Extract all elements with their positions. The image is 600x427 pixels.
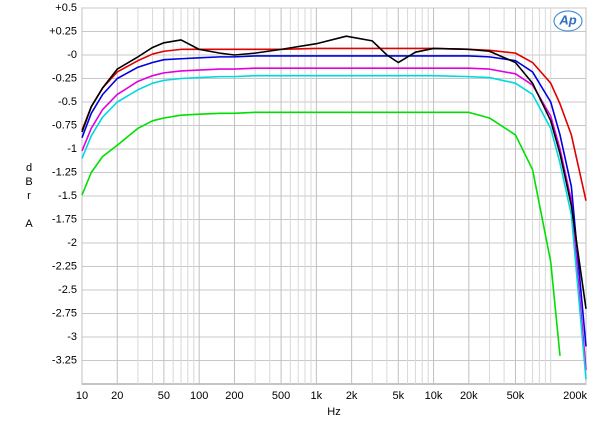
x-tick-label: 1k <box>311 390 323 402</box>
series-line <box>81 47 587 201</box>
y-tick-label: -2.25 <box>52 260 77 272</box>
grid <box>81 7 587 384</box>
x-tick-label: 20 <box>111 390 123 402</box>
y-tick-label: -1.25 <box>52 166 77 178</box>
y-tick-label: -3 <box>67 331 77 343</box>
y-tick-label: -2.5 <box>58 284 77 296</box>
x-tick-label: 10k <box>425 390 443 402</box>
y-axis-label: dBr A <box>23 162 35 232</box>
y-tick-label: -1 <box>67 143 77 155</box>
x-tick-label: 100 <box>190 390 208 402</box>
x-tick-label: 10 <box>76 390 88 402</box>
y-tick-label: -0.5 <box>58 96 77 108</box>
x-tick-label: 20k <box>460 390 478 402</box>
y-tick-label: +0.25 <box>49 25 77 37</box>
series-line <box>81 35 587 309</box>
series-line <box>81 74 587 380</box>
series-line <box>81 111 561 356</box>
x-tick-label: 50 <box>158 390 170 402</box>
series-line <box>81 55 587 347</box>
x-axis-label: Hz <box>327 406 340 418</box>
curves <box>81 35 587 380</box>
y-tick-label: -2 <box>67 237 77 249</box>
logo: Ap <box>558 12 576 27</box>
y-tick-label: -1.75 <box>52 213 77 225</box>
y-tick-label: -0.25 <box>52 72 77 84</box>
x-tick-label: 2k <box>346 390 358 402</box>
y-tick-label: -3.25 <box>52 354 77 366</box>
y-tick-label: -0 <box>67 49 77 61</box>
y-tick-label: -1.5 <box>58 190 77 202</box>
logo-ring <box>553 10 583 32</box>
x-tick-label: 5k <box>392 390 404 402</box>
y-tick-label: +0.5 <box>55 2 77 14</box>
x-tick-label: 50k <box>507 390 525 402</box>
y-tick-label: -2.75 <box>52 307 77 319</box>
x-tick-label: 200 <box>225 390 243 402</box>
y-tick-label: -0.75 <box>52 119 77 131</box>
x-tick-label: 500 <box>272 390 290 402</box>
x-tick-label: 200k <box>563 390 587 402</box>
series-line <box>81 67 587 370</box>
